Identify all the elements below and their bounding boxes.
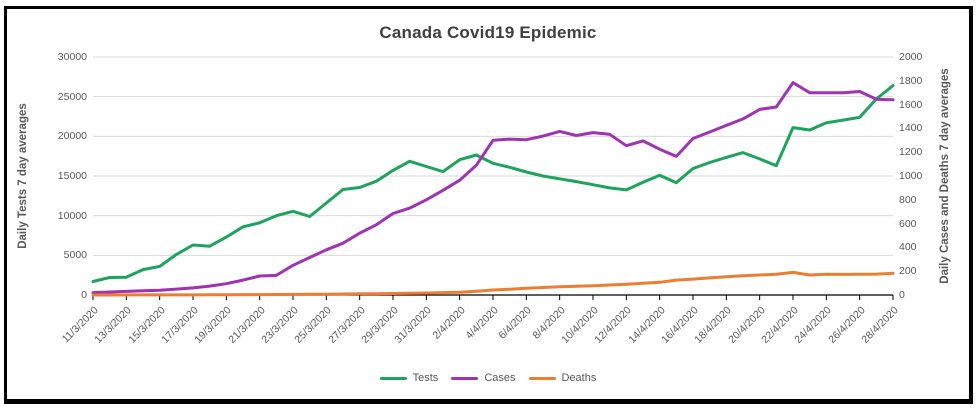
legend: Tests Cases Deaths <box>7 372 969 384</box>
legend-swatch-deaths <box>528 376 556 380</box>
x-axis-tick-label: 18/4/2020 <box>692 304 735 346</box>
right-axis-tick: 600 <box>899 217 917 230</box>
right-axis-tick: 0 <box>899 289 905 301</box>
x-axis-tick-label: 25/3/2020 <box>292 304 335 346</box>
x-axis-tick-labels: 11/3/2020 13/3/2020 15/3/2020 17/3/2020 19/3… <box>60 301 901 361</box>
left-axis-tick: 30000 <box>57 51 87 63</box>
series-line-cases <box>91 81 895 295</box>
legend-item-cases: Cases <box>451 372 516 384</box>
right-axis-tick: 800 <box>899 193 917 206</box>
series-line-deaths <box>91 270 895 297</box>
x-axis-tick-label: 15/3/2020 <box>125 304 168 346</box>
x-axis-tick-label: 28/4/2020 <box>859 304 901 346</box>
legend-item-tests: Tests <box>379 372 439 384</box>
x-axis-tick-label: 14/4/2020 <box>625 304 668 346</box>
x-axis-tick-label: 27/3/2020 <box>325 304 368 346</box>
right-axis-tick: 1400 <box>899 122 923 135</box>
x-axis-tick-label: 8/4/2020 <box>530 304 568 342</box>
right-axis-tick: 1200 <box>899 146 923 159</box>
x-axis-tick-label: 20/4/2020 <box>725 304 768 346</box>
x-axis-tick-label: 31/3/2020 <box>392 304 435 346</box>
legend-label: Cases <box>484 372 516 384</box>
right-axis-tick: 400 <box>899 241 917 254</box>
left-axis-tick: 15000 <box>57 170 87 182</box>
series-line-tests <box>91 84 895 283</box>
x-axis-tick-label: 19/3/2020 <box>192 304 235 346</box>
plot-area <box>91 56 895 300</box>
x-axis-tick-label: 2/4/2020 <box>430 304 468 342</box>
plot-svg <box>91 56 895 300</box>
right-axis-tick-labels: 0 200 400 600 800 1000 1200 1400 1600 1800 2000 <box>899 51 959 301</box>
left-axis-tick: 5000 <box>63 249 87 262</box>
legend-swatch-cases <box>451 376 479 380</box>
legend-swatch-tests <box>379 376 407 380</box>
x-axis-tick-label: 26/4/2020 <box>825 304 868 346</box>
legend-item-deaths: Deaths <box>528 372 597 384</box>
x-axis-tick-label: 4/4/2020 <box>463 304 501 342</box>
chart-frame: Canada Covid19 Epidemic Daily Tests 7 da… <box>4 6 973 404</box>
legend-label: Tests <box>412 372 439 384</box>
left-axis-tick: 0 <box>81 289 87 301</box>
right-axis-tick: 200 <box>899 265 917 278</box>
x-axis-tick-label: 12/4/2020 <box>592 304 635 346</box>
left-axis-tick: 20000 <box>57 130 87 143</box>
left-axis-tick: 10000 <box>57 209 87 222</box>
right-axis-tick: 1800 <box>899 74 923 87</box>
right-axis-tick: 1600 <box>899 98 923 111</box>
legend-label: Deaths <box>561 372 597 384</box>
left-axis-tick: 25000 <box>57 90 87 103</box>
chart-title: Canada Covid19 Epidemic <box>379 23 597 42</box>
right-axis-tick: 1000 <box>899 170 923 182</box>
x-axis-tick-label: 6/4/2020 <box>496 304 535 342</box>
left-axis-tick-labels: 0 5000 10000 15000 20000 25000 30000 <box>7 51 87 301</box>
right-axis-tick: 2000 <box>899 51 923 63</box>
x-axis-tick-label: 21/3/2020 <box>225 304 268 346</box>
x-axis-tick-label: 13/3/2020 <box>92 304 135 346</box>
x-axis-tick-label: 24/4/2020 <box>792 304 835 346</box>
